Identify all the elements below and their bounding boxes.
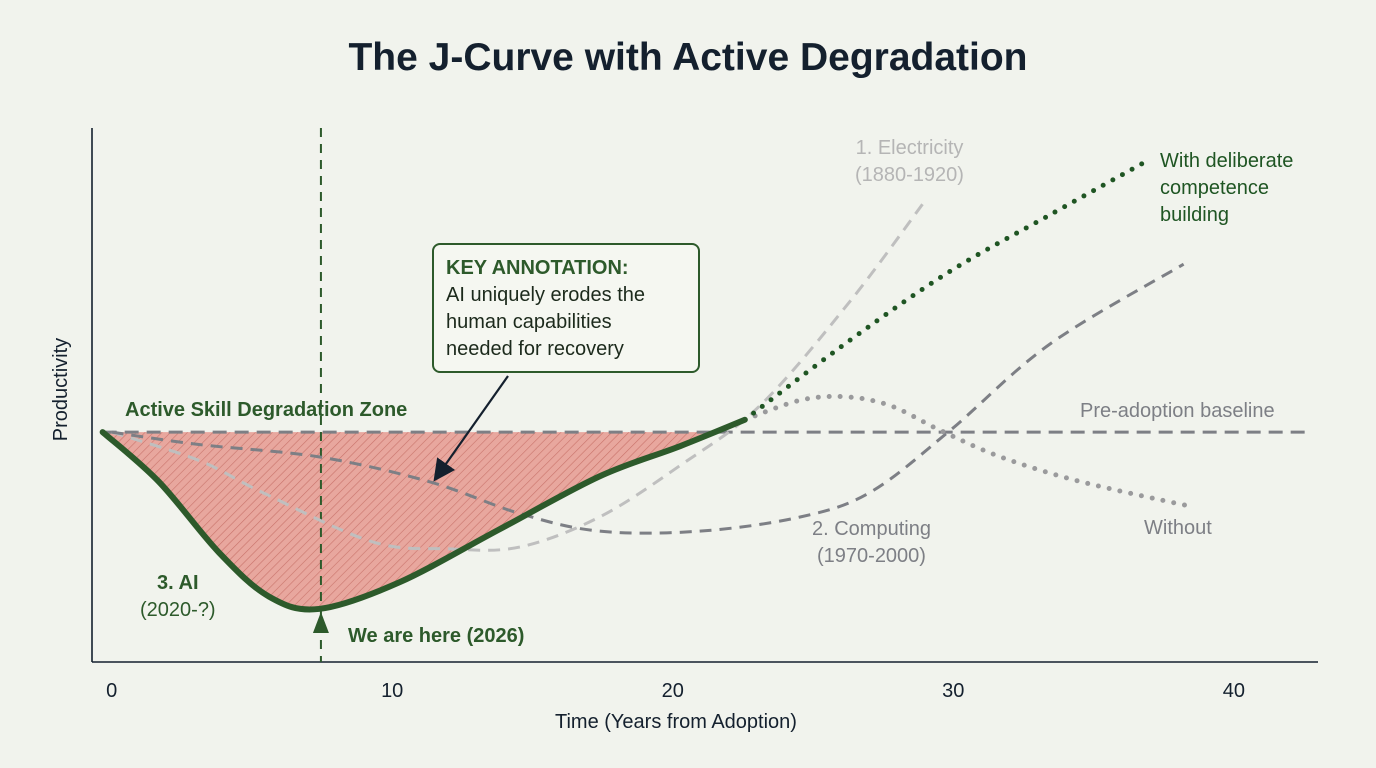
ai-label-line: 3. AI (157, 572, 199, 594)
annotation-line: needed for recovery (446, 338, 624, 360)
electricity-label: 1. Electricity (1880-1920) (855, 135, 964, 189)
baseline-label: Pre-adoption baseline (1080, 400, 1275, 422)
deliberate-label-line: building (1160, 204, 1229, 226)
y-axis-label: Productivity (50, 337, 73, 442)
annotation-heading: KEY ANNOTATION: (446, 257, 629, 279)
annotation-arrow (433, 375, 509, 482)
x-tick-label: 10 (381, 680, 403, 702)
computing-label-line: (1970-2000) (817, 545, 926, 567)
x-axis-label: Time (Years from Adoption) (555, 711, 797, 733)
series-line-computing (111, 262, 1185, 535)
without-label: Without (1144, 517, 1212, 539)
degradation-zone (102, 432, 715, 610)
annotation-line: AI uniquely erodes the (446, 284, 646, 306)
now-marker-arrow-icon (312, 612, 329, 633)
computing-label-line: 2. Computing (812, 518, 931, 540)
electricity-label-line: (1880-1920) (855, 164, 964, 186)
ai-label-line: (2020-?) (140, 599, 216, 621)
x-tick-label: 20 (662, 680, 684, 702)
x-tick-label: 0 (106, 680, 117, 702)
deliberate-label-line: With deliberate (1160, 150, 1294, 172)
now-marker-label: We are here (2026) (348, 625, 525, 647)
x-tick-label: 40 (1223, 680, 1245, 702)
key-annotation-box: KEY ANNOTATION: AI uniquely erodes the h… (432, 243, 700, 373)
zone-label: Active Skill Degradation Zone (125, 399, 408, 421)
ai-label: 3. AI (2020-?) (140, 570, 216, 624)
x-tick-label: 30 (942, 680, 964, 702)
chart-title: The J-Curve with Active Degradation (348, 36, 1028, 79)
electricity-label-line: 1. Electricity (855, 137, 964, 159)
series-line-ai (99, 416, 748, 613)
series-line-without (742, 393, 1194, 509)
series-line-deliberate (742, 160, 1146, 423)
deliberate-label: With deliberate competence building (1160, 148, 1293, 229)
deliberate-label-line: competence (1160, 177, 1269, 199)
series-line-electricity (111, 199, 927, 552)
computing-label: 2. Computing (1970-2000) (812, 516, 931, 570)
annotation-line: human capabilities (446, 311, 612, 333)
